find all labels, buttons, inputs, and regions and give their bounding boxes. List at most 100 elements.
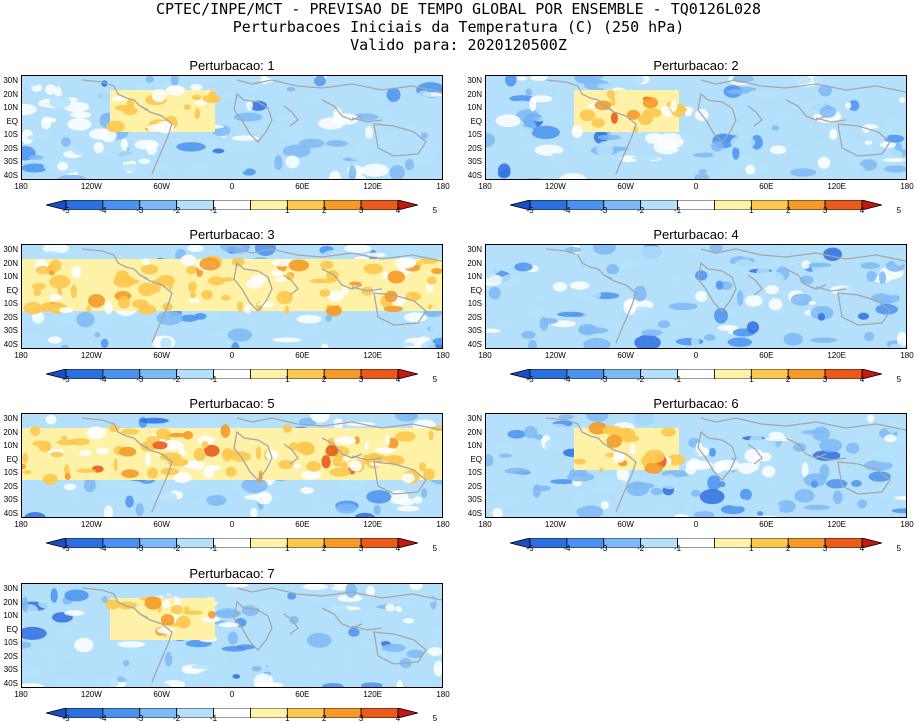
lat-label: 20N — [3, 597, 18, 607]
lat-label: 30N — [467, 414, 482, 423]
colorbar-tick: 1 — [749, 375, 754, 384]
colorbar-tick: 5 — [432, 714, 438, 723]
lon-label: 180 — [478, 182, 492, 191]
colorbar-tick: 4 — [859, 375, 865, 384]
colorbar-tick: 5 — [896, 375, 902, 384]
lon-label: 180 — [900, 520, 914, 529]
colorbar-tick: 1 — [285, 206, 290, 215]
header-line-3: Valido para: 2020120500Z — [350, 36, 567, 54]
colorbar-tick: -2 — [173, 375, 181, 384]
lat-label: 20S — [3, 312, 18, 322]
colorbar-tick: 4 — [395, 714, 401, 723]
lat-label: 20S — [3, 481, 18, 491]
lat-label: 20S — [467, 312, 482, 322]
colorbar-tick: 2 — [785, 544, 791, 553]
colorbar-tick: 4 — [859, 544, 865, 553]
lat-label: 10S — [3, 468, 18, 477]
lat-label: 10N — [467, 103, 482, 112]
lat-label: 40S — [3, 170, 18, 180]
lat-label: 10S — [3, 638, 18, 647]
lat-label: 20N — [467, 258, 482, 268]
lat-label: 20N — [3, 427, 18, 437]
panel-title: Perturbacao: 6 — [653, 396, 739, 411]
lat-label: 40S — [467, 508, 482, 518]
colorbar-tick: 2 — [785, 375, 791, 384]
lat-label: 30N — [467, 245, 482, 254]
lon-label: 120E — [363, 690, 382, 699]
lon-label: 180 — [478, 520, 492, 529]
colorbar — [45, 197, 419, 215]
lon-label: 120E — [363, 182, 382, 191]
colorbar-tick: 4 — [395, 206, 401, 215]
lon-label: 120W — [544, 520, 566, 529]
colorbar-tick: -1 — [209, 714, 218, 723]
colorbar-tick: 5 — [432, 375, 438, 384]
lat-label: 10S — [467, 468, 482, 477]
lon-label: 180 — [436, 351, 450, 360]
colorbar-tick: 2 — [321, 714, 327, 723]
lat-label: 20S — [467, 143, 482, 153]
lat-label: EQ — [6, 116, 18, 126]
lat-label: 10N — [3, 611, 18, 620]
colorbar-tick: -3 — [136, 714, 144, 723]
colorbar-tick: 5 — [432, 206, 438, 215]
temperature-map — [21, 583, 443, 688]
panel-title: Perturbacao: 4 — [653, 227, 739, 242]
colorbar-tick: -2 — [637, 375, 645, 384]
colorbar-tick: -5 — [62, 375, 70, 384]
lon-label: 120W — [80, 690, 102, 699]
colorbar-tick: -2 — [173, 206, 181, 215]
lat-label: 30S — [467, 495, 482, 504]
colorbar-tick: -5 — [526, 206, 534, 215]
lat-label: 10N — [3, 441, 18, 450]
panel-title: Perturbacao: 7 — [189, 566, 275, 581]
lon-label: 120W — [80, 351, 102, 360]
colorbar-tick: -5 — [526, 375, 534, 384]
header-line-1: CPTEC/INPE/MCT - PREVISAO DE TEMPO GLOBA… — [155, 0, 762, 18]
lat-label: EQ — [470, 285, 482, 295]
lon-label: 0 — [693, 182, 699, 191]
colorbar-tick: -2 — [637, 206, 645, 215]
panel-title: Perturbacao: 3 — [189, 227, 275, 242]
colorbar-tick: -4 — [99, 544, 107, 553]
lat-label: 40S — [467, 339, 482, 349]
lon-label: 0 — [229, 351, 235, 360]
lon-label: 180 — [900, 182, 914, 191]
colorbar-tick: 5 — [896, 206, 902, 215]
lat-label: 30N — [3, 414, 18, 423]
lat-label: 20N — [3, 258, 18, 268]
colorbar-tick: -4 — [99, 714, 107, 723]
colorbar-tick: 3 — [358, 375, 364, 384]
lat-label: 20S — [467, 481, 482, 491]
lon-label: 60W — [617, 351, 634, 360]
colorbar-tick: -3 — [600, 375, 608, 384]
colorbar-tick: 4 — [859, 206, 865, 215]
lon-label: 180 — [436, 690, 450, 699]
lat-label: 40S — [3, 508, 18, 518]
lon-label: 180 — [14, 351, 28, 360]
panel-title: Perturbacao: 2 — [653, 58, 739, 73]
lon-label: 120E — [363, 520, 382, 529]
colorbar-tick: 5 — [432, 544, 438, 553]
panel-title: Perturbacao: 1 — [189, 58, 275, 73]
colorbar-tick: -1 — [209, 375, 218, 384]
colorbar — [45, 705, 419, 723]
lat-label: EQ — [470, 454, 482, 464]
lat-label: 20N — [467, 89, 482, 99]
colorbar-tick: 1 — [285, 375, 290, 384]
colorbar-tick: -1 — [673, 375, 682, 384]
temperature-map — [485, 75, 907, 180]
colorbar-tick: -1 — [209, 544, 218, 553]
lat-label: 30S — [467, 326, 482, 335]
lon-label: 180 — [436, 520, 450, 529]
colorbar-tick: -1 — [673, 544, 682, 553]
colorbar-tick: -3 — [136, 544, 144, 553]
colorbar-tick: -1 — [209, 206, 218, 215]
lon-label: 0 — [229, 182, 235, 191]
lon-label: 0 — [229, 690, 235, 699]
header-line-2: Perturbacoes Iniciais da Temperatura (C)… — [232, 18, 685, 36]
lon-label: 180 — [478, 351, 492, 360]
temperature-map — [21, 75, 443, 180]
lon-label: 180 — [14, 520, 28, 529]
colorbar-tick: -1 — [673, 206, 682, 215]
